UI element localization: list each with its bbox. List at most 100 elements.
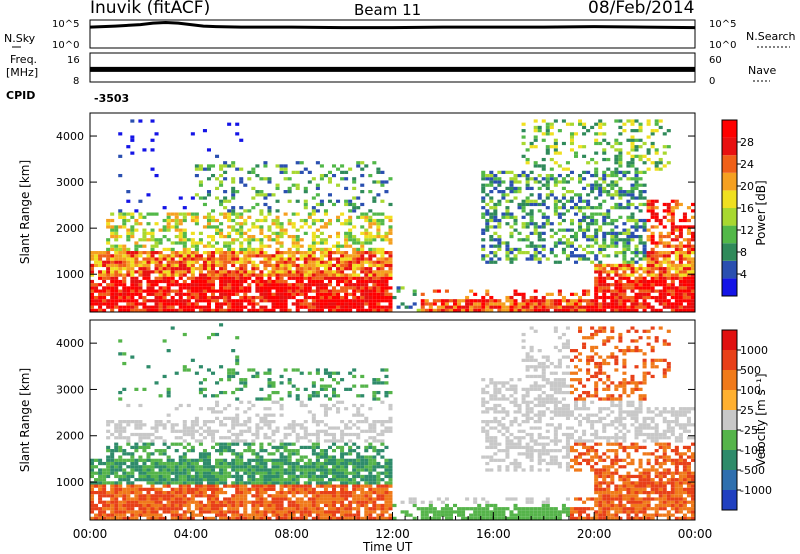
vel-cell <box>114 490 119 495</box>
power-cell <box>194 260 199 264</box>
vel-cell <box>174 516 179 520</box>
power-cell <box>90 302 95 306</box>
power-cell <box>513 305 518 309</box>
power-cell <box>332 273 337 277</box>
power-cell <box>678 292 683 296</box>
power-cell <box>178 308 183 312</box>
power-cell <box>561 202 566 207</box>
power-cell <box>299 257 304 261</box>
power-cell <box>295 251 300 255</box>
vel-cell <box>215 474 220 479</box>
power-cell <box>263 308 268 312</box>
power-cell <box>247 247 252 252</box>
power-cell <box>198 305 203 309</box>
power-cell <box>481 173 486 178</box>
power-cell <box>372 238 377 242</box>
power-cell <box>98 302 103 306</box>
vel-cell <box>287 510 292 514</box>
power-cell <box>106 260 111 264</box>
power-cell <box>678 273 683 277</box>
power-cell <box>376 299 381 303</box>
power-cell <box>590 186 595 191</box>
vel-cell <box>340 461 345 466</box>
vel-cell <box>247 516 252 520</box>
vel-cell <box>271 503 276 508</box>
power-cell <box>380 295 385 300</box>
vel-cell <box>315 452 320 456</box>
vel-cell <box>271 494 276 498</box>
power-cell <box>283 279 288 284</box>
vel-cell <box>110 420 115 424</box>
power-cell <box>380 212 385 216</box>
power-cell <box>557 305 562 309</box>
power-cell <box>283 228 288 232</box>
power-cell <box>618 308 623 312</box>
power-cell <box>618 125 623 130</box>
power-cell <box>662 289 667 293</box>
power-cell <box>590 206 595 210</box>
power-cell <box>606 222 611 226</box>
power-cell <box>521 154 526 158</box>
vel-cell <box>130 516 135 520</box>
vel-cell <box>271 510 276 514</box>
power-cell <box>299 276 304 280</box>
power-cell <box>553 148 558 152</box>
power-cell <box>255 279 260 284</box>
power-cell <box>586 289 591 293</box>
vel-cell <box>223 436 228 440</box>
power-cell <box>303 270 308 274</box>
vel-cell <box>235 455 240 459</box>
power-cell <box>291 295 296 300</box>
power-cell <box>178 270 183 274</box>
vel-cell <box>206 481 211 485</box>
power-cell <box>291 270 296 274</box>
power-cell <box>525 202 530 207</box>
power-cell <box>198 286 203 290</box>
power-cell <box>134 270 139 274</box>
power-cell <box>150 244 155 248</box>
power-cell <box>275 199 280 203</box>
power-cell <box>670 206 675 210</box>
vel-cell <box>352 481 357 485</box>
power-cell <box>678 263 683 268</box>
power-cell <box>622 129 627 133</box>
power-cell <box>275 276 280 280</box>
vel-cell <box>263 423 268 427</box>
power-cell <box>336 199 341 203</box>
vel-cell <box>319 465 324 469</box>
power-cell <box>219 302 224 306</box>
power-cell <box>198 276 203 280</box>
vel-cell <box>122 361 127 366</box>
power-cell <box>646 273 651 277</box>
vel-cell <box>283 426 288 430</box>
power-cell <box>356 286 361 290</box>
power-cell <box>634 177 639 181</box>
power-cell <box>158 228 163 232</box>
vel-cell <box>231 432 236 437</box>
power-cell <box>493 231 498 235</box>
power-cell <box>283 167 288 171</box>
power-cell <box>356 305 361 309</box>
power-cell <box>384 238 389 242</box>
power-cell <box>485 177 490 181</box>
vel-cell <box>223 474 228 479</box>
power-cell <box>118 299 123 303</box>
power-cell <box>235 299 240 303</box>
vel-cell <box>231 500 236 504</box>
vel-cell <box>287 478 292 482</box>
power-cell <box>126 251 131 255</box>
power-cell <box>344 263 349 268</box>
vel-cell <box>287 481 292 485</box>
vel-cell <box>146 458 151 462</box>
power-cell <box>118 154 123 158</box>
power-cell <box>690 279 695 284</box>
power-cell <box>174 279 179 284</box>
power-cell <box>352 270 357 274</box>
power-cell <box>235 238 240 242</box>
power-cell <box>178 286 183 290</box>
vel-cell <box>243 468 248 472</box>
power-cell <box>211 215 216 219</box>
power-cell <box>150 234 155 239</box>
vel-cell <box>231 507 236 511</box>
power-cell <box>90 299 95 303</box>
